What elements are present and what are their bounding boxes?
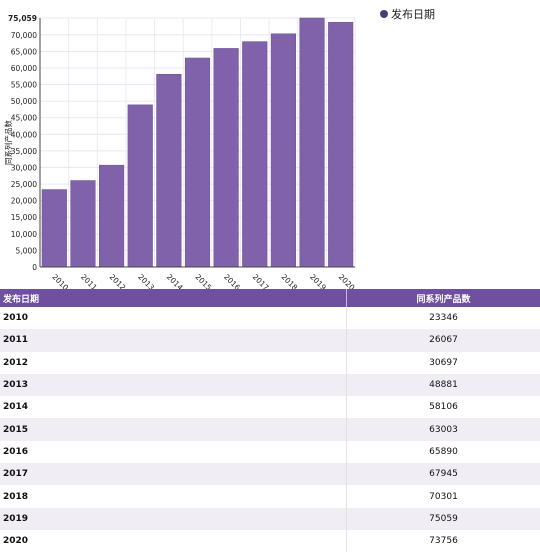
bar	[42, 190, 67, 267]
cell-count: 26067	[347, 329, 540, 351]
x-tick-label: 2010	[50, 272, 70, 290]
header-date: 发布日期	[0, 289, 347, 307]
x-tick-label: 2012	[108, 272, 128, 290]
y-tick-label: 75,059	[8, 14, 37, 23]
cell-count: 70301	[347, 485, 540, 507]
y-tick-label: 45,000	[11, 114, 37, 123]
cell-count: 73756	[347, 530, 540, 552]
y-tick-label: 65,000	[11, 47, 37, 56]
x-tick-label: 2015	[194, 272, 214, 290]
y-tick-label: 10,000	[11, 230, 37, 239]
y-tick-label: 55,000	[11, 81, 37, 90]
bar	[328, 22, 353, 267]
x-tick-label: 2011	[79, 272, 99, 290]
cell-count: 48881	[347, 374, 540, 396]
y-tick-label: 5,000	[16, 246, 38, 255]
cell-count: 63003	[347, 418, 540, 440]
bar	[214, 48, 239, 267]
y-tick-label: 60,000	[11, 64, 37, 73]
chart-legend: 发布日期	[380, 6, 435, 22]
bar	[157, 74, 182, 267]
x-tick-label: 2019	[308, 272, 328, 290]
x-tick-label: 2013	[136, 272, 156, 290]
cell-year: 2016	[0, 441, 347, 463]
cell-count: 65890	[347, 441, 540, 463]
legend-swatch	[380, 10, 388, 18]
cell-year: 2012	[0, 352, 347, 374]
bar	[242, 42, 267, 267]
bar	[128, 105, 153, 267]
y-tick-label: 30,000	[11, 163, 37, 172]
cell-count: 30697	[347, 352, 540, 374]
bar-chart: 0 5,000 10,000 15,000 20,000 25,000 30,000 35,0…	[0, 0, 540, 290]
y-tick-label: 25,000	[11, 180, 37, 189]
x-tick-label: 2018	[279, 272, 299, 290]
cell-year: 2018	[0, 485, 347, 507]
y-axis-label: 同系列产品数	[3, 120, 13, 165]
header-count: 同系列产品数	[347, 289, 540, 307]
cell-year: 2013	[0, 374, 347, 396]
bar	[185, 58, 210, 267]
cell-year: 2020	[0, 530, 347, 552]
x-tick-label: 2016	[222, 272, 242, 290]
cell-count: 23346	[347, 307, 540, 329]
y-tick-label: 0	[32, 263, 37, 272]
cell-year: 2014	[0, 396, 347, 418]
cell-count: 58106	[347, 396, 540, 418]
cell-year: 2017	[0, 463, 347, 485]
x-tick-label: 2017	[251, 272, 271, 290]
y-tick-label: 50,000	[11, 97, 37, 106]
table-header-row: 发布日期 同系列产品数	[0, 289, 540, 307]
x-tick-label: 2020	[337, 272, 357, 290]
cell-year: 2019	[0, 508, 347, 530]
cell-count: 67945	[347, 463, 540, 485]
y-tick-label: 40,000	[11, 130, 37, 139]
y-tick-label: 15,000	[11, 213, 37, 222]
bar	[300, 18, 325, 267]
bar	[271, 34, 296, 267]
y-tick-label: 70,000	[11, 31, 37, 40]
cell-year: 2010	[0, 307, 347, 329]
y-tick-label: 35,000	[11, 147, 37, 156]
bar	[71, 181, 96, 267]
cell-year: 2011	[0, 329, 347, 351]
y-tick-label: 20,000	[11, 197, 37, 206]
cell-count: 75059	[347, 508, 540, 530]
bar	[99, 165, 124, 267]
legend-label: 发布日期	[391, 6, 435, 22]
cell-year: 2015	[0, 418, 347, 440]
x-tick-label: 2014	[165, 272, 185, 290]
